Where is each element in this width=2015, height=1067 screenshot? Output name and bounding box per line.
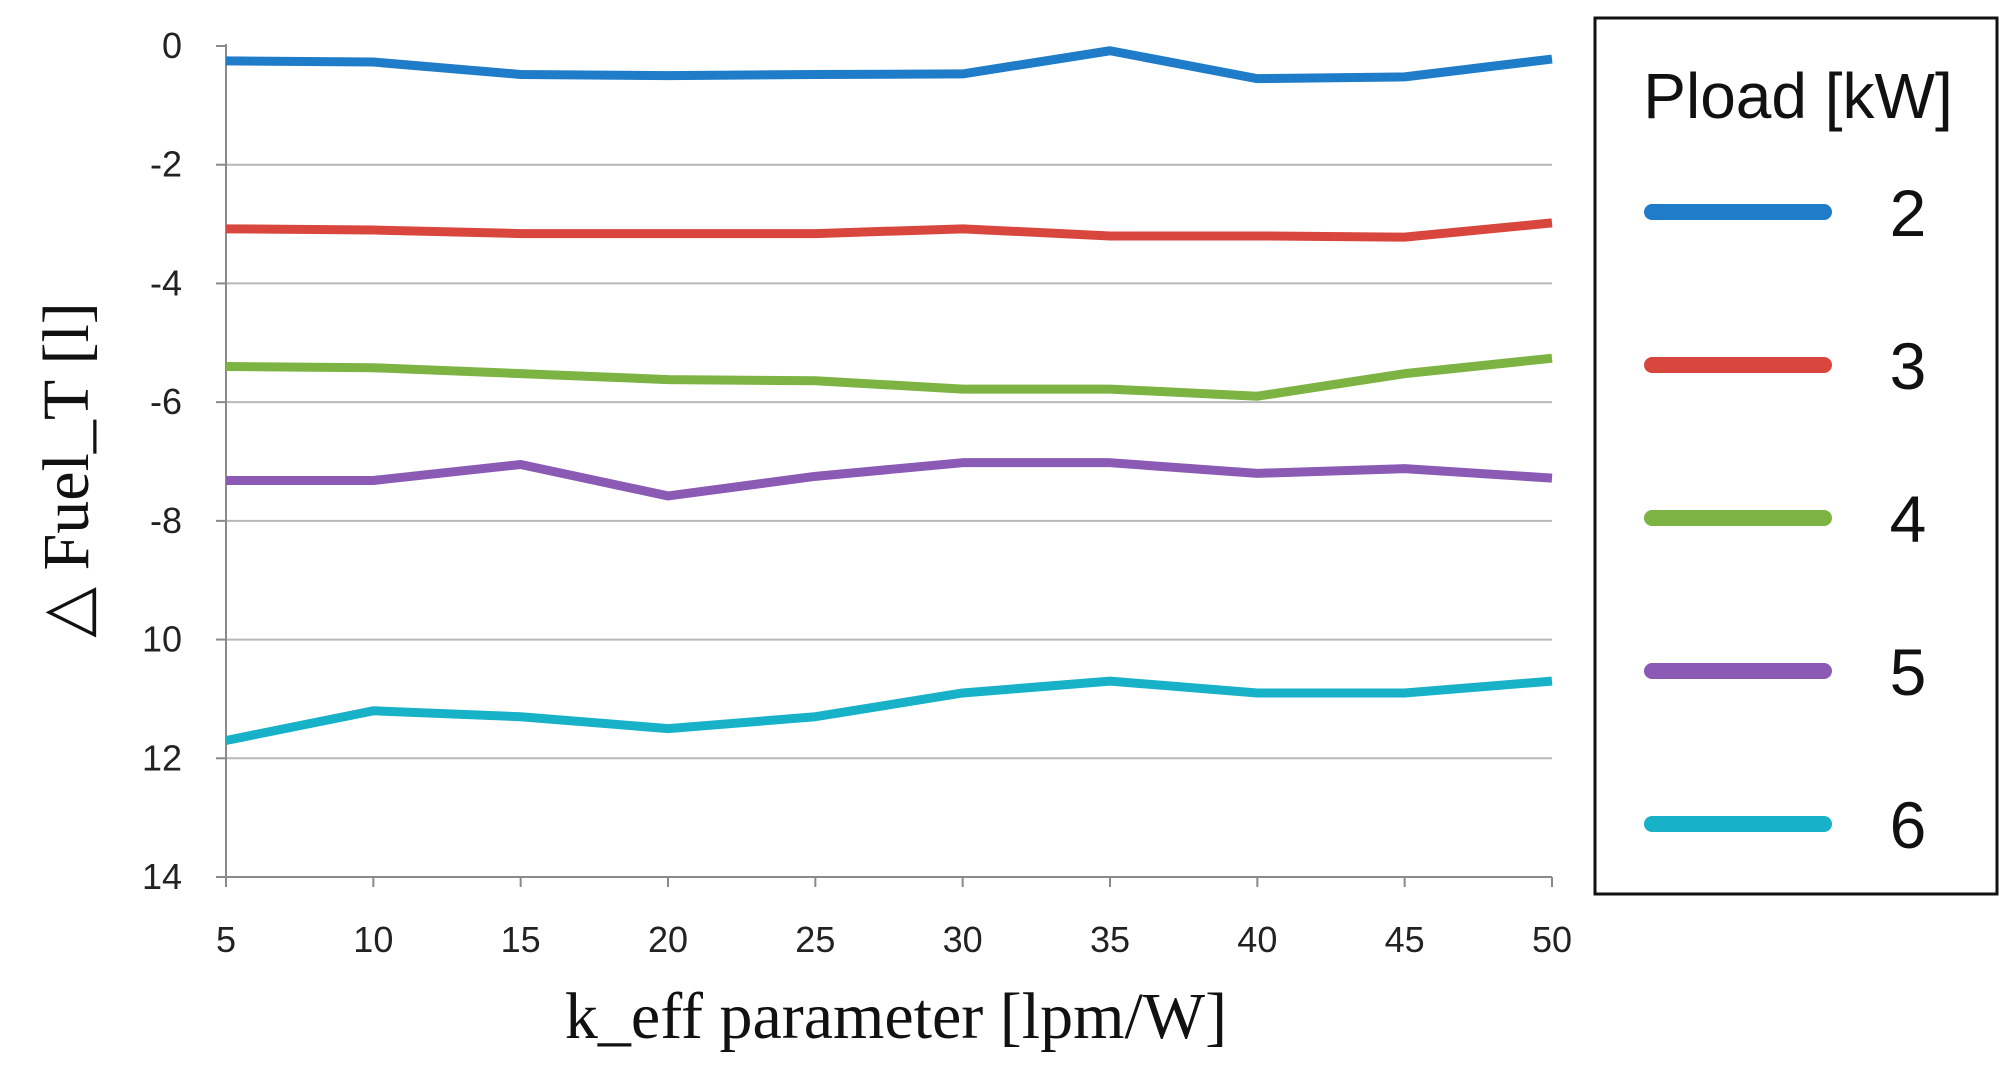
gridlines [226, 163, 1552, 878]
y-tick-label: 0 [162, 25, 182, 66]
x-tick-label: 50 [1532, 919, 1572, 960]
series-line-4 [225, 353, 1553, 401]
x-tick-label: 20 [648, 919, 688, 960]
legend-title: Pload [kW] [1643, 60, 1952, 132]
series-line-6 [225, 676, 1553, 745]
x-tick-label: 35 [1090, 919, 1130, 960]
y-tick-label: 14 [142, 856, 182, 897]
legend-label-2: 2 [1890, 176, 1927, 250]
legend-label-6: 6 [1890, 788, 1927, 862]
y-tick-label: -6 [150, 381, 182, 422]
x-tick-label: 30 [943, 919, 983, 960]
y-axis-title: △ Fuel_T [l] [30, 302, 103, 638]
legend-box [1593, 16, 1999, 896]
x-tick-label: 40 [1237, 919, 1277, 960]
legend-items: 2 3 4 5 6 [1644, 176, 1927, 862]
legend-label-5: 5 [1890, 635, 1927, 709]
x-tick-label: 45 [1385, 919, 1425, 960]
x-tick-label: 10 [353, 919, 393, 960]
y-tick-labels: 0 -2 -4 -6 -8 10 12 14 [142, 25, 182, 897]
legend: Pload [kW] 2 3 4 5 6 [1593, 16, 1999, 896]
series-line-5 [226, 458, 1553, 501]
y-tick-label: -8 [150, 500, 182, 541]
x-axis-title: k_eff parameter [lpm/W] [565, 980, 1227, 1053]
legend-label-3: 3 [1890, 329, 1927, 403]
legend-label-4: 4 [1890, 482, 1927, 556]
series-line-2 [225, 46, 1553, 84]
series-lines [225, 46, 1553, 745]
y-tick-label: 10 [142, 619, 182, 660]
y-tick-label: -2 [150, 144, 182, 185]
y-tick-label: -4 [150, 262, 182, 303]
x-tick-labels: 5 10 15 20 25 30 35 40 45 50 [216, 919, 1572, 960]
y-tick-label: 12 [142, 737, 182, 778]
series-line-3 [225, 218, 1553, 242]
x-tick-label: 15 [501, 919, 541, 960]
x-tick-label: 5 [216, 919, 236, 960]
x-tick-label: 25 [795, 919, 835, 960]
